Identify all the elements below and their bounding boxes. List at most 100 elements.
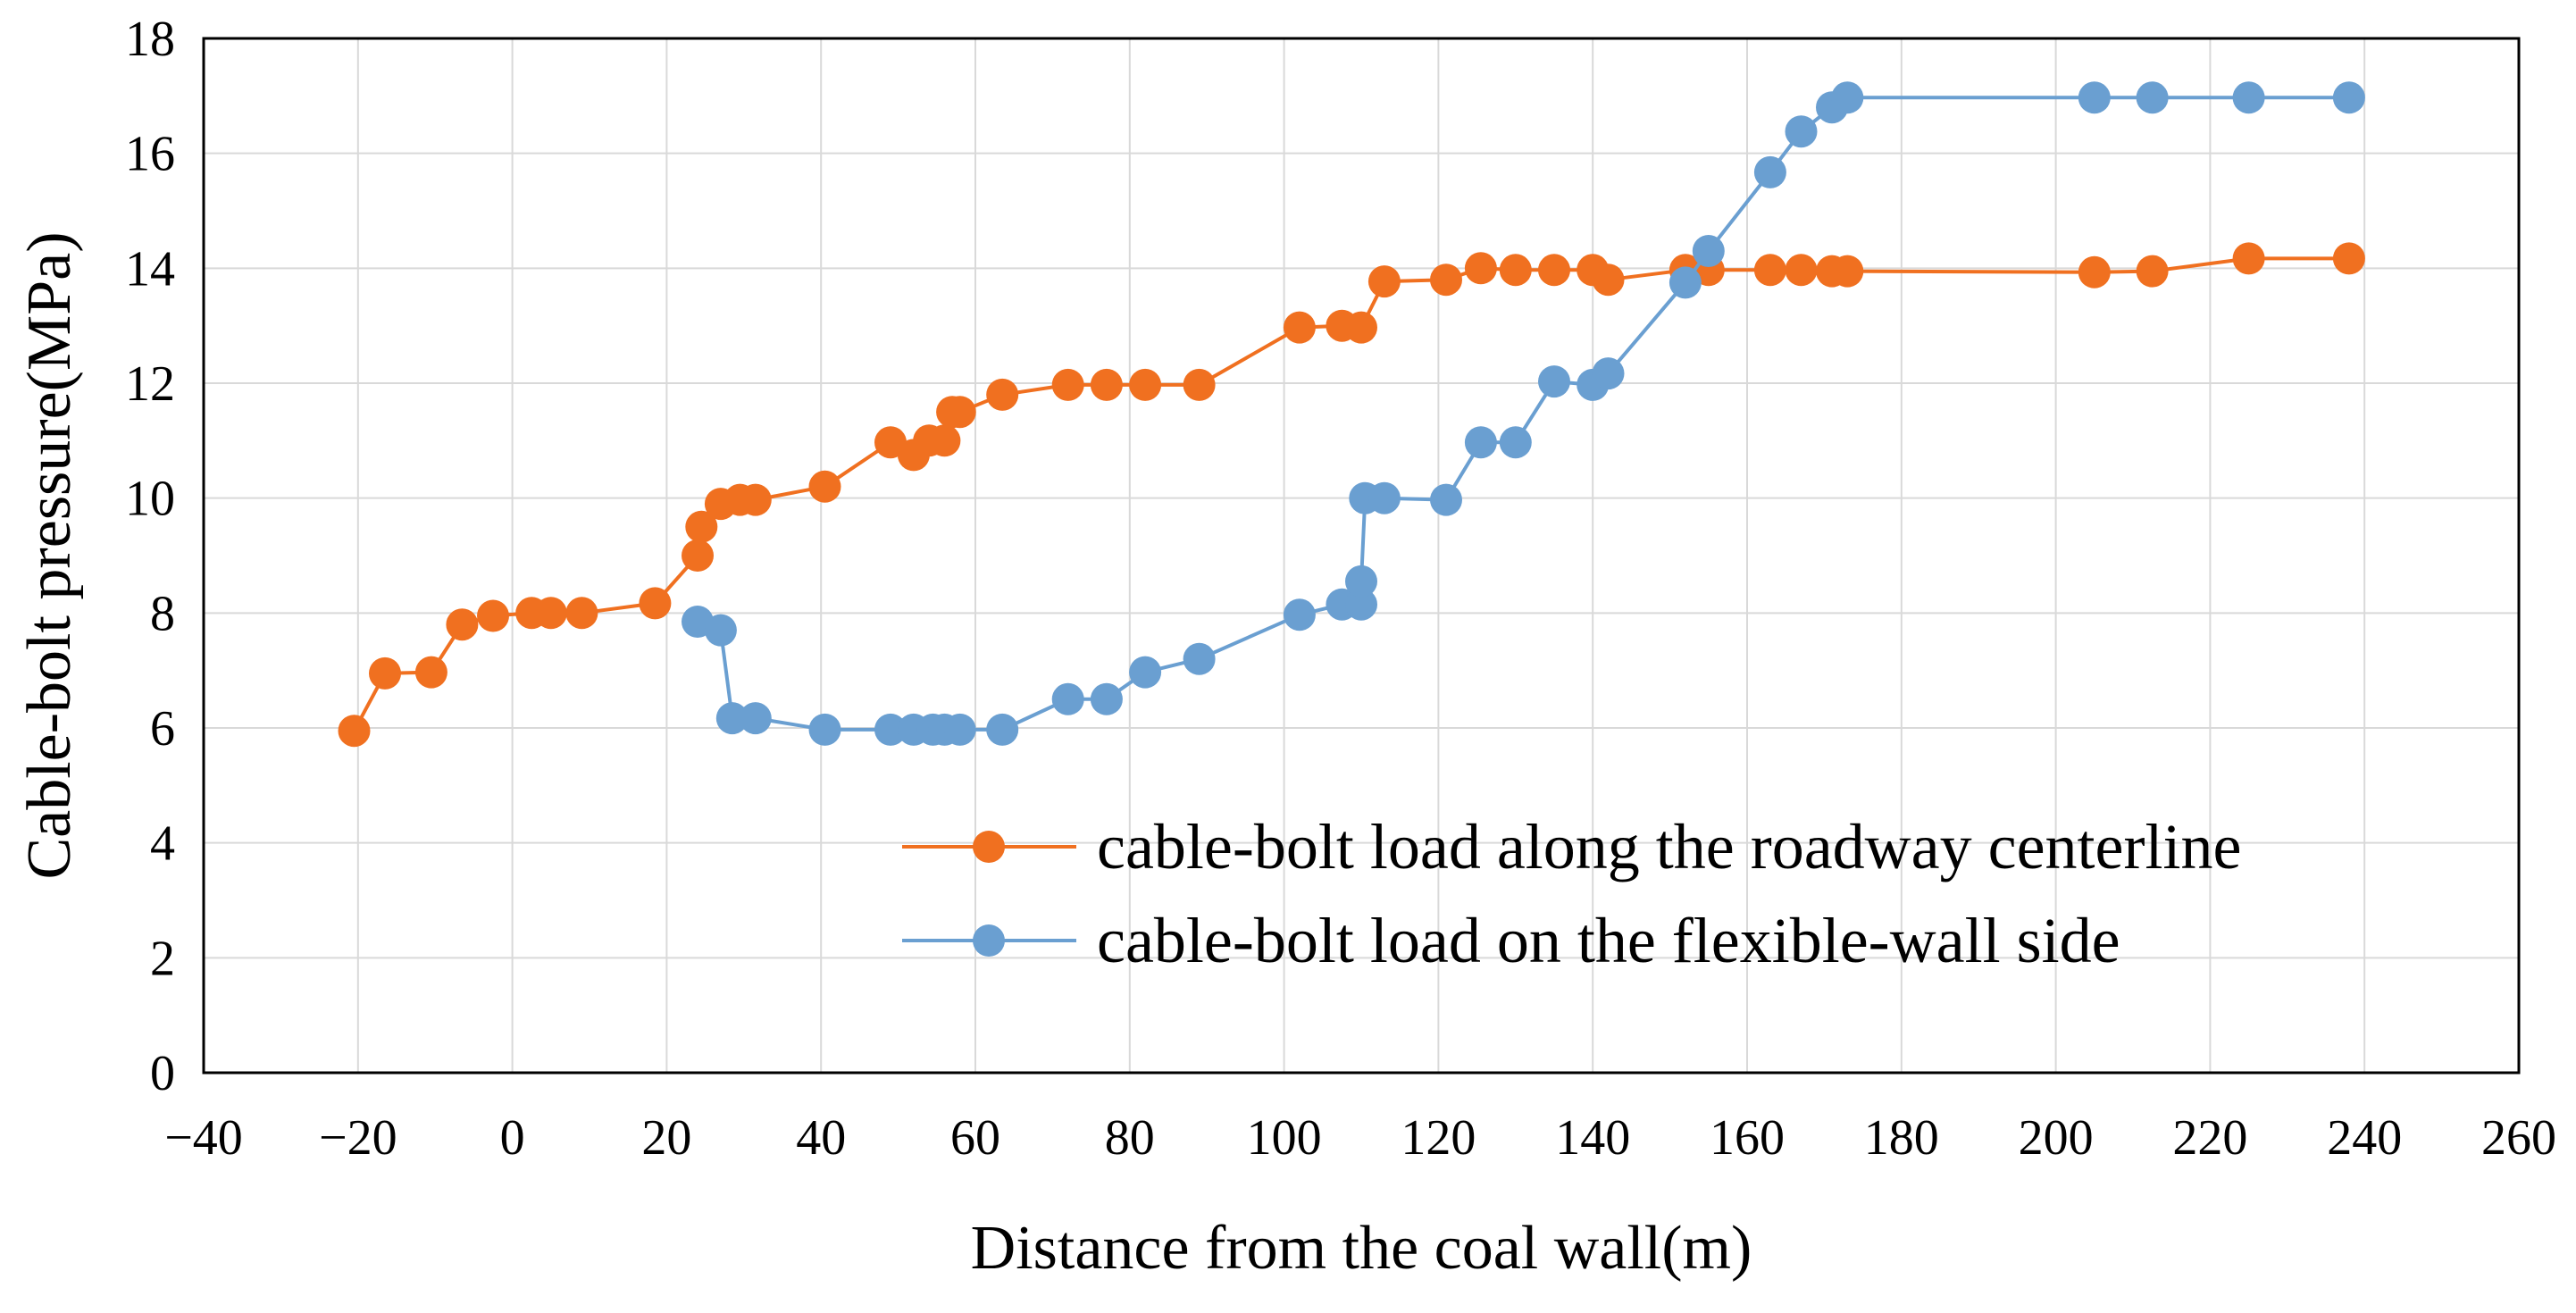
y-tick-label: 2 (150, 931, 175, 986)
data-point-flexible-wall (874, 713, 907, 746)
data-point-flexible-wall (2078, 81, 2111, 114)
x-tick-label: 20 (641, 1110, 691, 1166)
data-point-flexible-wall (1831, 81, 1864, 114)
data-point-centerline (446, 608, 479, 641)
data-point-centerline (2136, 255, 2169, 288)
y-tick-label: 6 (150, 701, 175, 757)
data-point-flexible-wall (1499, 426, 1532, 459)
legend-label-centerline: cable-bolt load along the roadway center… (1097, 811, 2241, 882)
y-tick-label: 12 (125, 356, 175, 412)
data-point-flexible-wall (1538, 365, 1570, 398)
y-tick-label: 4 (150, 816, 175, 872)
data-point-flexible-wall (715, 702, 749, 735)
data-point-flexible-wall (943, 713, 976, 746)
data-point-flexible-wall (2136, 81, 2169, 114)
data-point-flexible-wall (704, 614, 737, 647)
data-point-centerline (477, 599, 509, 632)
data-point-centerline (534, 597, 567, 630)
data-point-centerline (1283, 311, 1316, 344)
x-tick-label: 0 (500, 1110, 525, 1166)
data-point-centerline (1464, 252, 1497, 285)
data-point-flexible-wall (1669, 266, 1702, 299)
series-flexible-wall (682, 81, 2365, 746)
x-tick-labels: −40 −20 0 20 40 60 80 100 120 140 160 180 200 220 240 2… (164, 1110, 2556, 1166)
data-point-centerline (2332, 242, 2365, 275)
data-point-flexible-wall (1367, 481, 1401, 514)
data-point-centerline (928, 424, 961, 457)
data-point-flexible-wall (808, 713, 841, 746)
x-tick-label: 60 (950, 1110, 1000, 1166)
data-point-centerline (369, 656, 401, 690)
data-point-centerline (565, 597, 598, 630)
y-axis-title: Cable-bolt pressure(MPa) (15, 231, 84, 879)
data-point-centerline (1538, 254, 1570, 287)
data-point-centerline (1051, 368, 1084, 401)
legend-marker-centerline (973, 831, 1005, 863)
data-point-flexible-wall (1345, 588, 1377, 621)
y-tick-label: 18 (125, 12, 175, 67)
data-point-centerline (1785, 254, 1818, 287)
x-tick-label: 80 (1105, 1110, 1155, 1166)
x-tick-label: 220 (2172, 1110, 2247, 1166)
x-tick-label: 100 (1247, 1110, 1322, 1166)
series-line-centerline (352, 256, 2349, 732)
x-tick-label: 200 (2019, 1110, 2094, 1166)
data-point-centerline (1753, 254, 1786, 287)
x-tick-label: 260 (2481, 1110, 2556, 1166)
legend-label-flexible-wall: cable-bolt load on the flexible-wall sid… (1097, 905, 2120, 976)
y-tick-label: 0 (150, 1046, 175, 1101)
data-point-flexible-wall (1592, 357, 1625, 390)
x-axis-title: Distance from the coal wall(m) (971, 1214, 1752, 1283)
x-tick-label: 160 (1710, 1110, 1785, 1166)
x-tick-label: 180 (1864, 1110, 1939, 1166)
data-point-flexible-wall (1753, 155, 1786, 188)
data-point-flexible-wall (2332, 81, 2365, 114)
data-point-flexible-wall (1283, 598, 1316, 631)
series-group (338, 81, 2365, 748)
x-tick-label: 120 (1401, 1110, 1476, 1166)
data-point-flexible-wall (739, 702, 772, 735)
data-point-centerline (1831, 255, 1864, 288)
data-point-flexible-wall (1090, 682, 1123, 715)
data-point-centerline (685, 510, 718, 543)
data-point-centerline (1592, 263, 1625, 297)
plot-frame (202, 37, 2521, 1075)
data-point-flexible-wall (2232, 81, 2265, 114)
y-tick-label: 8 (150, 586, 175, 641)
data-point-flexible-wall (1129, 656, 1162, 689)
data-point-centerline (2232, 242, 2265, 275)
data-point-centerline (808, 470, 841, 503)
x-tick-label: 40 (796, 1110, 846, 1166)
x-tick-label: −20 (319, 1110, 397, 1166)
data-point-centerline (682, 539, 714, 572)
data-point-flexible-wall (986, 713, 1019, 746)
series-centerline (338, 242, 2365, 748)
data-point-flexible-wall (1785, 115, 1818, 148)
x-tick-label: 240 (2327, 1110, 2402, 1166)
legend-marker-flexible-wall (973, 924, 1005, 957)
data-point-flexible-wall (1430, 483, 1462, 516)
data-point-centerline (1090, 368, 1123, 401)
data-point-centerline (414, 656, 447, 689)
data-point-centerline (1499, 254, 1532, 287)
legend: cable-bolt load along the roadway center… (902, 811, 2241, 976)
data-point-centerline (1129, 368, 1162, 401)
data-point-centerline (1183, 368, 1216, 401)
data-point-centerline (639, 587, 672, 620)
y-tick-label: 16 (125, 127, 175, 182)
data-point-flexible-wall (1464, 426, 1497, 459)
y-tick-label: 10 (125, 472, 175, 527)
data-point-centerline (1367, 265, 1401, 298)
data-point-centerline (986, 378, 1019, 411)
x-tick-label: −40 (164, 1110, 243, 1166)
x-tick-label: 140 (1555, 1110, 1630, 1166)
y-tick-labels: 0 2 4 6 8 10 12 14 16 18 (125, 12, 175, 1101)
data-point-centerline (1430, 263, 1462, 297)
y-tick-label: 14 (125, 241, 175, 297)
data-point-centerline (1345, 311, 1377, 344)
data-point-centerline (739, 483, 772, 516)
data-point-centerline (338, 715, 371, 748)
data-point-flexible-wall (1692, 235, 1725, 267)
data-point-centerline (2078, 255, 2111, 289)
